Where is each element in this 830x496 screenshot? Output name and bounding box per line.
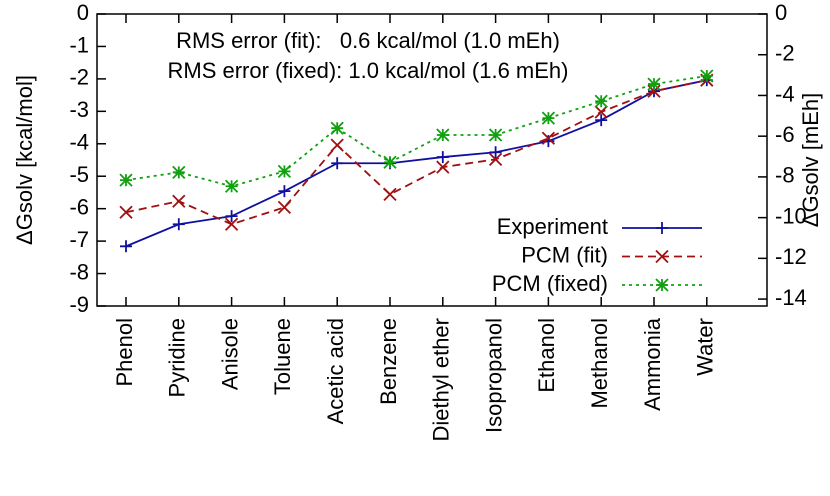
- x-tick-label: Isopropanol: [481, 318, 506, 433]
- data-point: [700, 69, 714, 83]
- data-point: [119, 173, 133, 187]
- data-point: [594, 105, 608, 119]
- x-tick-label: Pyridine: [165, 318, 190, 397]
- data-point: [172, 165, 186, 179]
- y-tick-label: -4: [69, 130, 89, 155]
- data-point: [277, 200, 292, 215]
- data-point: [595, 114, 608, 127]
- y-tick-label: -6: [69, 194, 89, 219]
- legend-label: PCM (fixed): [492, 271, 608, 296]
- x-tick-label: Methanol: [587, 318, 612, 409]
- data-point: [224, 179, 239, 193]
- x-tick-label: Phenol: [112, 318, 137, 387]
- y-tick-label: 0: [77, 0, 89, 25]
- x-tick-label: Benzene: [376, 318, 401, 405]
- data-point: [541, 131, 556, 145]
- y2-tick-label: -8: [775, 163, 795, 188]
- data-point: [488, 128, 503, 142]
- y-tick-label: -5: [69, 162, 89, 187]
- data-point: [330, 138, 344, 152]
- x-tick-label: Ammonia: [640, 317, 665, 411]
- data-point: [120, 240, 132, 253]
- data-point: [436, 128, 450, 142]
- data-point: [330, 121, 344, 135]
- legend-label: PCM (fit): [521, 242, 608, 267]
- y2-tick-label: -6: [775, 122, 795, 147]
- data-point: [489, 146, 502, 159]
- y2-axis-label: ΔGsolv [mEh]: [798, 93, 823, 228]
- data-point: [277, 164, 292, 178]
- y2-tick-label: -14: [775, 285, 807, 310]
- series-line: [125, 79, 707, 248]
- y2-tick-label: -4: [775, 81, 795, 106]
- x-tick-label: Water: [693, 318, 718, 376]
- x-tick-label: Diethyl ether: [429, 318, 454, 442]
- data-point: [594, 94, 608, 108]
- y-tick-label: -3: [69, 97, 89, 122]
- x-tick-label: Acetic acid: [323, 318, 348, 424]
- y2-tick-label: -2: [775, 41, 795, 66]
- y-tick-label: -9: [69, 292, 89, 317]
- data-point: [436, 151, 449, 164]
- annotation: RMS error (fixed): 1.0 kcal/mol (1.6 mEh…: [168, 58, 569, 83]
- data-point: [541, 111, 556, 125]
- legend-marker: [655, 278, 669, 292]
- data-point: [436, 160, 450, 174]
- y-tick-label: -1: [69, 32, 89, 57]
- x-tick-label: Anisole: [217, 318, 242, 390]
- legend-label: Experiment: [497, 214, 608, 239]
- data-point: [488, 152, 503, 166]
- data-point: [224, 217, 239, 231]
- y2-tick-label: -12: [775, 244, 807, 269]
- series-line: [125, 79, 707, 226]
- series-line: [125, 75, 707, 188]
- data-point: [225, 210, 238, 223]
- y2-tick-label: 0: [775, 0, 787, 25]
- data-point: [331, 157, 344, 170]
- x-tick-label: Toluene: [270, 318, 295, 395]
- data-point: [172, 194, 186, 208]
- data-point: [278, 185, 291, 198]
- data-point: [172, 218, 185, 231]
- y-tick-label: -8: [69, 259, 89, 284]
- annotation: RMS error (fit): 0.6 kcal/mol (1.0 mEh): [176, 28, 560, 53]
- legend-marker: [656, 222, 668, 234]
- data-point: [383, 187, 397, 202]
- data-point: [383, 155, 397, 169]
- y-axis-label: ΔGsolv [kcal/mol]: [12, 75, 37, 245]
- plot-frame: [96, 13, 768, 307]
- y2-tick-label: -10: [775, 203, 807, 228]
- x-tick-label: Ethanol: [534, 318, 559, 393]
- y-tick-label: -2: [69, 65, 89, 90]
- legend-marker: [655, 249, 669, 264]
- data-point: [119, 205, 133, 219]
- data-point: [647, 77, 661, 91]
- y-tick-label: -7: [69, 227, 89, 252]
